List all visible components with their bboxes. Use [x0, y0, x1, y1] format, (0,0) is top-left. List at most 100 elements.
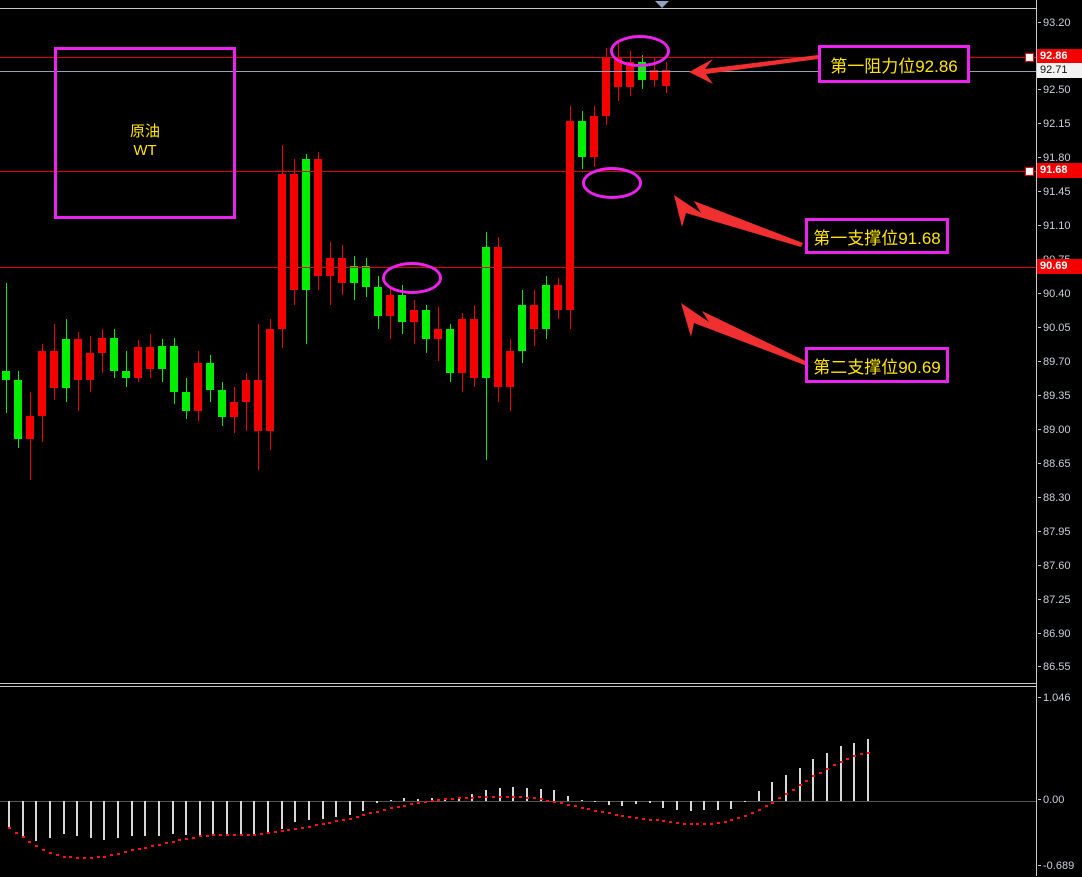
support-line-91-68[interactable]: [0, 170, 1036, 172]
macd-signal-point: [444, 798, 447, 800]
price-tick-91-80: 91.80: [1038, 153, 1071, 164]
macd-signal-point: [615, 814, 618, 816]
macd-signal-point: [281, 830, 284, 832]
macd-signal-point: [710, 823, 713, 825]
macd-bar: [594, 801, 596, 802]
price-tick-86-90: 86.90: [1038, 628, 1071, 640]
callout-support-1[interactable]: 第一支撑位91.68: [805, 218, 949, 254]
macd-bar: [172, 801, 174, 835]
resistance-line-92-86-handle[interactable]: [1025, 52, 1034, 62]
macd-signal-point: [778, 797, 781, 799]
macd-signal-point: [519, 796, 522, 798]
candle-body: [86, 353, 94, 381]
macd-signal-point: [199, 835, 202, 837]
current-price-line-92-71[interactable]: [0, 71, 1036, 73]
macd-bar: [226, 801, 228, 837]
macd-bar: [744, 801, 746, 802]
candle-body: [266, 329, 274, 431]
candle-body: [242, 380, 250, 402]
macd-bar: [730, 801, 732, 809]
macd-signal-point: [785, 793, 788, 795]
price-tick-89-00: 89.00: [1038, 424, 1071, 436]
macd-bar: [212, 801, 214, 837]
macd-bar: [158, 801, 160, 837]
price-tick-88-65: 88.65: [1038, 458, 1071, 470]
macd-signal-point: [431, 800, 434, 802]
price-tick-91-10: 91.10: [1038, 221, 1071, 232]
ellipse-resistance-touch[interactable]: [610, 35, 670, 67]
macd-signal-point: [172, 841, 175, 843]
macd-signal-point: [138, 848, 141, 850]
candle-body: [422, 309, 430, 339]
macd-indicator-panel[interactable]: [0, 686, 1036, 877]
macd-signal-point: [730, 819, 733, 821]
macd-signal-point: [526, 797, 529, 799]
macd-signal-point: [356, 816, 359, 818]
candle-body: [206, 362, 214, 391]
macd-bar: [90, 801, 92, 838]
candle-body: [14, 380, 22, 439]
macd-signal-point: [465, 797, 468, 799]
macd-signal-point: [846, 758, 849, 760]
candle-body: [530, 304, 538, 330]
macd-signal-point: [485, 796, 488, 798]
macd-signal-point: [158, 844, 161, 846]
macd-signal-point: [553, 801, 556, 803]
macd-signal-point: [165, 842, 168, 844]
price-badge-90-69[interactable]: 90.69: [1037, 258, 1082, 274]
macd-signal-point: [628, 816, 631, 818]
candle-body: [470, 319, 478, 378]
ellipse-support1-touch[interactable]: [582, 167, 642, 199]
macd-signal-point: [301, 827, 304, 829]
macd-signal-point: [56, 854, 59, 856]
macd-bar: [240, 801, 242, 836]
macd-bar: [676, 801, 678, 810]
macd-signal-point: [260, 833, 263, 835]
price-badge-92-86[interactable]: 92.86: [1037, 48, 1082, 64]
macd-signal-point: [335, 820, 338, 822]
support-line-91-68-handle[interactable]: [1025, 166, 1034, 176]
macd-signal-point: [601, 811, 604, 813]
candle-body: [230, 401, 238, 418]
price-tick-87-25: 87.25: [1038, 594, 1071, 606]
candle-body: [386, 295, 394, 317]
macd-signal-point: [771, 802, 774, 804]
arrow-to-support-1: [674, 195, 803, 247]
candle-body: [314, 159, 322, 276]
macd-signal-point: [185, 838, 188, 840]
macd-bar: [867, 739, 869, 801]
macd-signal-point: [649, 819, 652, 821]
macd-signal-point: [417, 802, 420, 804]
macd-bar: [526, 787, 528, 801]
macd-bar: [649, 801, 651, 803]
macd-bar: [131, 801, 133, 837]
macd-signal-point: [587, 808, 590, 810]
macd-signal-point: [717, 822, 720, 824]
candle-body: [158, 345, 166, 369]
macd-signal-point: [35, 845, 38, 847]
ellipse-support2-touch[interactable]: [382, 262, 442, 294]
candle-body: [182, 392, 190, 412]
macd-signal-point: [267, 832, 270, 834]
price-chart-panel[interactable]: 原油 WT 第一阻力位92.86 第一支撑位91.68 第二支撑位90.69: [0, 8, 1036, 684]
macd-bar: [771, 781, 773, 801]
macd-bar: [567, 795, 569, 801]
macd-signal-point: [144, 847, 147, 849]
callout-resistance-1[interactable]: 第一阻力位92.86: [818, 45, 970, 83]
candle-body: [446, 329, 454, 373]
price-tick-86-55: 86.55: [1038, 662, 1071, 673]
macd-signal-point: [758, 809, 761, 811]
callout-support-2[interactable]: 第二支撑位90.69: [805, 347, 949, 383]
candle-body: [74, 338, 82, 381]
macd-bar: [199, 801, 201, 837]
macd-signal-point: [451, 798, 454, 800]
candle-body: [170, 345, 178, 393]
price-badge-92-71[interactable]: 92.71: [1037, 63, 1082, 79]
macd-bar: [717, 801, 719, 810]
macd-signal-point: [805, 780, 808, 782]
macd-signal-point: [744, 815, 747, 817]
price-badge-91-68[interactable]: 91.68: [1037, 162, 1082, 178]
resistance-line-92-86[interactable]: [0, 56, 1036, 58]
support-line-90-69[interactable]: [0, 266, 1036, 268]
price-axis[interactable]: 93.2092.5092.1591.8091.4591.1090.7590.40…: [1036, 0, 1082, 876]
